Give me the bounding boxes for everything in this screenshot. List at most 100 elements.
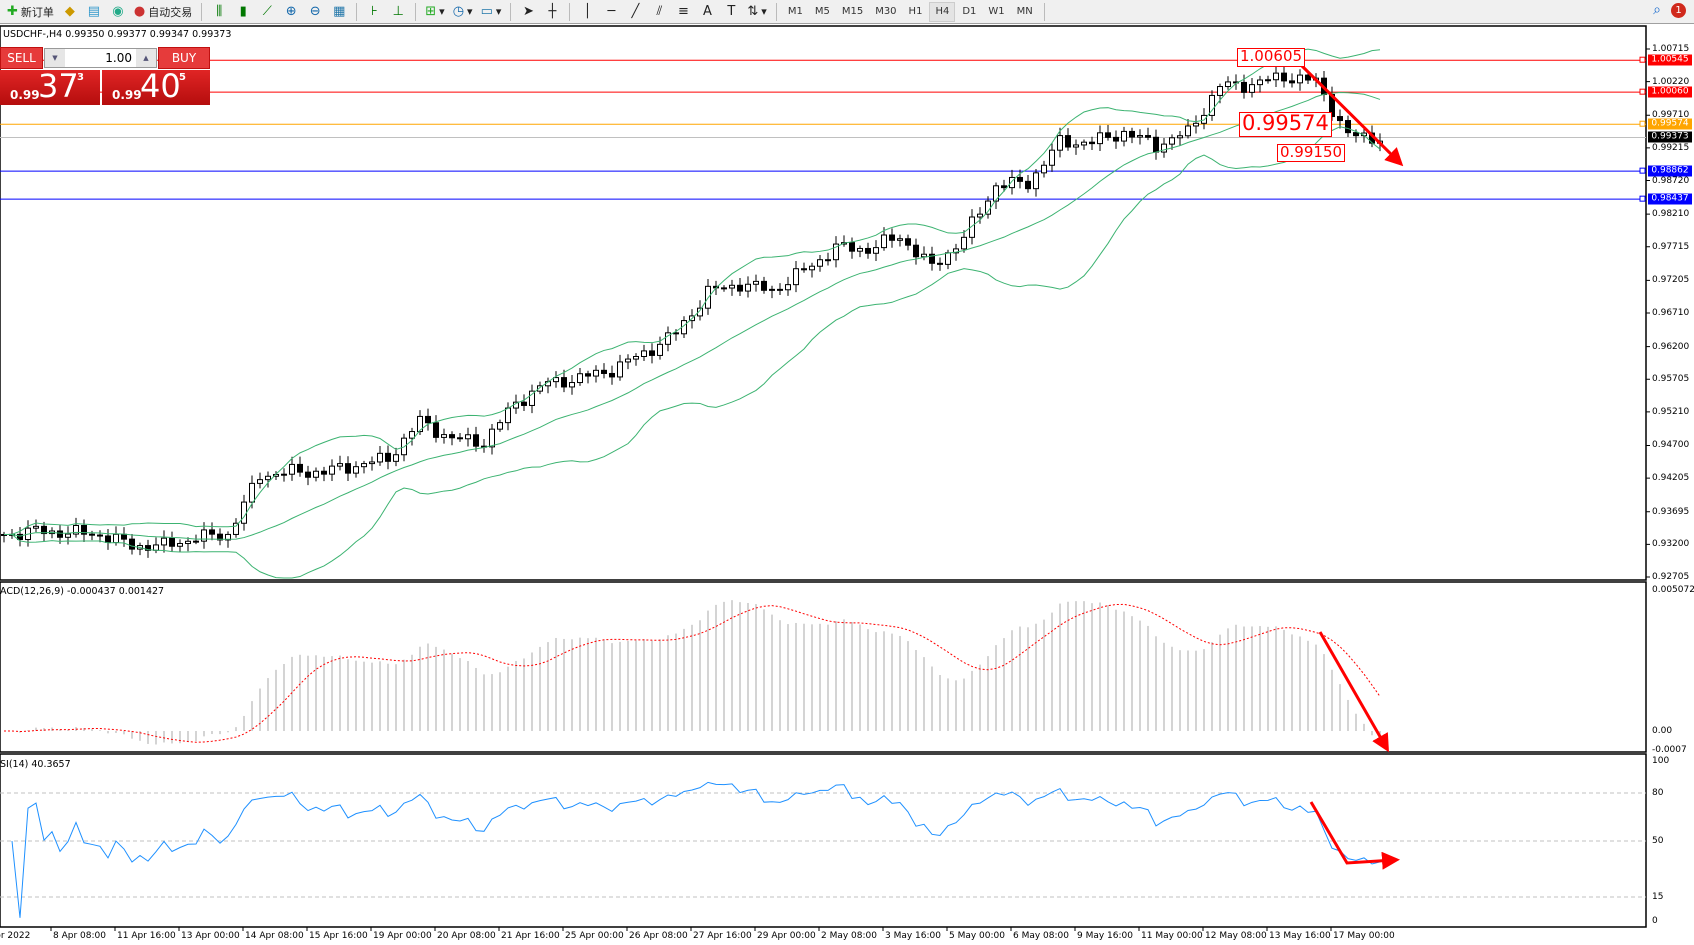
separator xyxy=(510,2,512,21)
price-level-tag: 1.00545 xyxy=(1648,54,1692,66)
chart-shift-button[interactable]: ⊦ xyxy=(363,2,385,22)
candle-bull xyxy=(281,473,287,476)
candle-bull xyxy=(201,529,207,542)
crosshair-icon: ┼ xyxy=(548,4,557,19)
date-axis-label: 3 May 16:00 xyxy=(885,931,941,941)
timeframe-m1[interactable]: M1 xyxy=(787,6,803,17)
new-order-label: 新订单 xyxy=(20,5,54,19)
candle-bear xyxy=(1001,185,1007,189)
candle-bear xyxy=(473,434,479,447)
lot-increase-button[interactable]: ▲ xyxy=(136,49,156,67)
price-level-tag: 0.98437 xyxy=(1648,193,1692,205)
equidistant-channel-button[interactable]: ⫽ xyxy=(648,2,670,22)
price-axis-label: 0.99710 xyxy=(1652,110,1690,121)
chart-symbol-title: USDCHF-,H4 0.99350 0.99377 0.99347 0.993… xyxy=(3,29,232,40)
auto-trading-button[interactable]: ● 自动交易 xyxy=(131,2,195,22)
price-axis-label: 0.93200 xyxy=(1652,539,1690,550)
candle-bull xyxy=(641,350,647,357)
candle-bull xyxy=(1249,84,1255,93)
candle-bull xyxy=(505,407,511,424)
candle-bear xyxy=(305,471,311,478)
line-chart-icon: ⟋ xyxy=(262,4,272,19)
arrows-button[interactable]: ⇅ ▾ xyxy=(747,4,767,19)
candlestick-icon: ▮ xyxy=(239,4,247,19)
timeframe-w1[interactable]: W1 xyxy=(988,6,1005,17)
sell-price-prefix: 0.99 xyxy=(10,88,40,102)
candle-bear xyxy=(217,533,223,541)
auto-trading-icon: ● xyxy=(133,4,146,19)
candle-bear xyxy=(169,537,175,547)
candle-bull xyxy=(225,533,231,541)
price-axis-label: 0.97205 xyxy=(1652,275,1690,286)
fibonacci-button[interactable]: ≡ xyxy=(672,2,694,22)
templates-icon: ▤ xyxy=(87,4,101,19)
text-button[interactable]: A xyxy=(696,2,718,22)
text-icon: A xyxy=(702,4,712,19)
vertical-line-button[interactable]: │ xyxy=(576,2,598,22)
periods-button[interactable]: ◷ ▾ xyxy=(452,4,473,19)
zoom-in-button[interactable]: ⊕ xyxy=(280,2,302,22)
candle-bear xyxy=(1281,72,1287,82)
text-label-button[interactable]: T xyxy=(720,2,742,22)
annotation-low[interactable]: 0.99150 xyxy=(1277,144,1346,162)
date-axis-label: 11 May 00:00 xyxy=(1141,931,1203,941)
trendline-button[interactable]: ╱ xyxy=(624,2,646,22)
date-axis-label: 29 Apr 00:00 xyxy=(757,931,816,941)
autoscroll-button[interactable]: ⊥ xyxy=(387,2,409,22)
lot-size-value[interactable]: 1.00 xyxy=(105,51,132,65)
candle-bull xyxy=(625,358,631,363)
candle-bear xyxy=(1129,130,1135,138)
line-chart-button[interactable]: ⟋ xyxy=(256,2,278,22)
templates-dropdown-button[interactable]: ▭ ▾ xyxy=(480,4,502,19)
timeframe-d1[interactable]: D1 xyxy=(962,6,977,17)
candle-bull xyxy=(377,452,383,463)
notification-badge[interactable]: 1 xyxy=(1671,2,1686,18)
timeframe-m5[interactable]: M5 xyxy=(814,6,830,17)
new-order-button[interactable]: ✚ 新订单 xyxy=(4,2,57,22)
timeframe-m30[interactable]: M30 xyxy=(875,6,897,17)
separator xyxy=(569,2,571,21)
candlestick-button[interactable]: ▮ xyxy=(232,2,254,22)
candle-bull xyxy=(881,234,887,249)
bar-chart-button[interactable]: ⫼ xyxy=(208,2,230,22)
indicators-button[interactable]: ⊞ ▾ xyxy=(425,4,445,19)
candle-bear xyxy=(385,452,391,462)
lot-size-field[interactable]: ▼ 1.00 ▲ xyxy=(44,48,157,68)
annotation-high[interactable]: 1.00605 xyxy=(1237,48,1306,67)
zoom-out-button[interactable]: ⊖ xyxy=(304,2,326,22)
signals-button[interactable]: ◉ xyxy=(107,2,129,22)
horizontal-line-button[interactable]: ─ xyxy=(600,2,622,22)
history-center-button[interactable]: ◆ xyxy=(59,2,81,22)
candle-bear xyxy=(449,434,455,439)
timeframe-h1[interactable]: H1 xyxy=(908,6,923,17)
date-axis-label: 19 Apr 00:00 xyxy=(373,931,432,941)
candle-bull xyxy=(569,382,575,388)
candle-bull xyxy=(1297,74,1303,84)
templates-button[interactable]: ▤ xyxy=(83,2,105,22)
candle-bear xyxy=(41,525,47,535)
buy-button[interactable]: BUY xyxy=(158,47,210,69)
candle-bull xyxy=(65,533,71,538)
buy-price[interactable]: 0.99 40 5 xyxy=(102,67,210,105)
timeframe-h4[interactable]: H4 xyxy=(929,1,956,22)
candle-bear xyxy=(1241,81,1247,93)
timeframe-m15[interactable]: M15 xyxy=(841,6,864,17)
search-icon[interactable]: ⌕ xyxy=(1653,2,1661,18)
crosshair-button[interactable]: ┼ xyxy=(541,2,563,22)
annotation-level[interactable]: 0.99574 xyxy=(1239,112,1332,137)
candle-bull xyxy=(729,284,735,289)
sell-button[interactable]: SELL xyxy=(0,47,43,69)
text-label-icon: T xyxy=(727,4,736,19)
candle-bear xyxy=(89,533,95,536)
cursor-button[interactable]: ➤ xyxy=(517,2,539,22)
sell-price[interactable]: 0.99 37 3 xyxy=(0,67,100,105)
tile-windows-button[interactable]: ▦ xyxy=(328,2,350,22)
candle-bull xyxy=(1057,135,1063,151)
candle-bull xyxy=(857,247,863,252)
lot-decrease-button[interactable]: ▼ xyxy=(45,49,65,67)
date-axis-label: 15 Apr 16:00 xyxy=(309,931,368,941)
candle-bull xyxy=(745,283,751,292)
candle-bull xyxy=(793,268,799,286)
timeframe-mn[interactable]: MN xyxy=(1016,6,1033,17)
